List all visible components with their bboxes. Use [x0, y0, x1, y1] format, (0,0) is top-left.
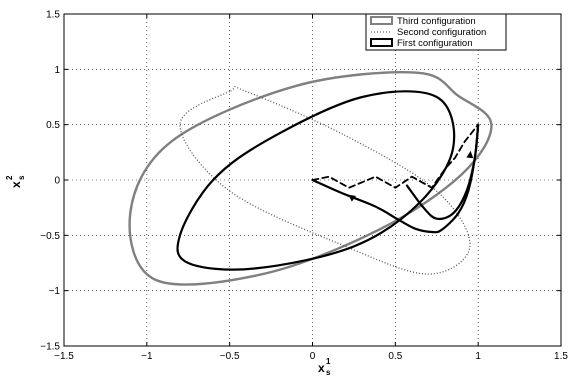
y-axis-label-superscript: 2	[5, 175, 14, 180]
trajectory-path-2	[311, 123, 480, 189]
y-tick-label: −1.5	[40, 342, 60, 353]
y-axis-label-subscript: s	[17, 175, 26, 180]
trajectory-path-1	[405, 123, 480, 221]
legend-swatch-first	[370, 38, 393, 47]
y-tick-label: 1.5	[46, 10, 60, 21]
y-tick-label: −0.5	[40, 231, 60, 242]
series-second-configuration	[179, 85, 471, 275]
series-third-configuration	[128, 71, 493, 286]
x-tick-label: 0	[310, 351, 316, 362]
x-tick-label: 0.5	[388, 351, 402, 362]
legend-swatch-third	[370, 16, 393, 25]
direction-arrow	[466, 150, 474, 159]
legend: Third configuration Second configuration…	[365, 13, 507, 51]
x-axis-label-superscript: 1	[326, 357, 331, 366]
x-axis-label: x	[318, 361, 325, 375]
tick-labels: −1.5 −1 −0.5 0 0.5 1 1.5 −1.5 −1 −0.5 0 0.5 1 1.5	[40, 10, 568, 363]
x-axis-label-subscript: s	[326, 368, 331, 377]
y-tick-label: 0.5	[46, 120, 60, 131]
y-tick-label: 0	[54, 176, 60, 187]
x-tick-label: 1.5	[554, 351, 568, 362]
direction-arrow	[348, 194, 357, 202]
x-tick-label: 1	[475, 351, 481, 362]
x-tick-label: −0.5	[220, 351, 240, 362]
legend-label-second: Second configuration	[397, 27, 486, 38]
y-tick-label: −1	[49, 286, 61, 297]
legend-label-first: First configuration	[397, 38, 473, 49]
x-tick-label: −1	[141, 351, 153, 362]
y-axis-label-group: x 2 s	[5, 175, 26, 188]
series-first-configuration	[176, 90, 456, 271]
y-axis-label: x	[9, 181, 23, 188]
series-group	[128, 71, 493, 286]
legend-label-third: Third configuration	[397, 16, 476, 27]
x-tick-label: −1.5	[54, 351, 74, 362]
y-tick-label: 1	[54, 65, 60, 76]
